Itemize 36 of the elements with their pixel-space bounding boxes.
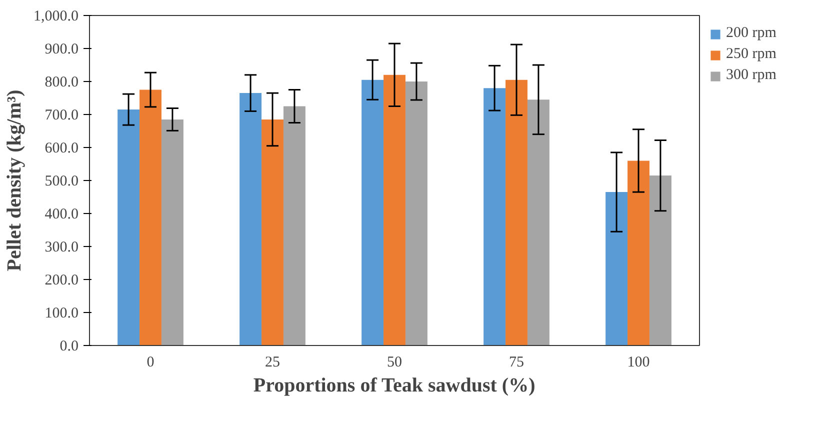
bar <box>118 110 140 346</box>
legend-label: 200 rpm <box>726 25 776 42</box>
y-tick-label: 700.0 <box>44 108 78 124</box>
y-tick-label: 1,000.0 <box>34 8 78 24</box>
x-tick-label: 25 <box>265 354 280 370</box>
bar <box>240 93 262 346</box>
bar <box>384 74 406 346</box>
y-tick-label: 500.0 <box>44 174 78 190</box>
bar <box>283 106 306 346</box>
bar <box>527 100 550 346</box>
y-axis-title: Pellet density (kg/m³) <box>4 90 26 272</box>
y-tick-label: 400.0 <box>44 206 78 222</box>
bar <box>606 192 628 346</box>
legend-label: 250 rpm <box>726 46 776 63</box>
y-tick-label: 900.0 <box>44 42 78 58</box>
x-axis-title: Proportions of Teak sawdust (%) <box>253 374 536 396</box>
y-tick-label: 0.0 <box>60 338 78 354</box>
bar <box>506 80 528 346</box>
x-tick-label: 50 <box>387 354 402 370</box>
y-tick-label: 600.0 <box>44 140 78 156</box>
bar <box>628 160 650 346</box>
x-tick-label: 75 <box>509 354 524 370</box>
bar <box>262 119 284 346</box>
legend-label: 300 rpm <box>726 67 776 84</box>
bar <box>405 82 428 346</box>
bar <box>362 80 384 346</box>
bar <box>140 90 162 346</box>
y-tick-label: 800.0 <box>44 74 78 90</box>
x-tick-label: 100 <box>627 354 650 370</box>
bar <box>484 88 506 346</box>
y-tick-label: 200.0 <box>44 272 78 288</box>
bar <box>649 176 672 346</box>
bar <box>161 119 184 346</box>
y-tick-label: 100.0 <box>44 306 78 322</box>
y-tick-label: 300.0 <box>44 240 78 256</box>
x-tick-label: 0 <box>146 354 154 370</box>
